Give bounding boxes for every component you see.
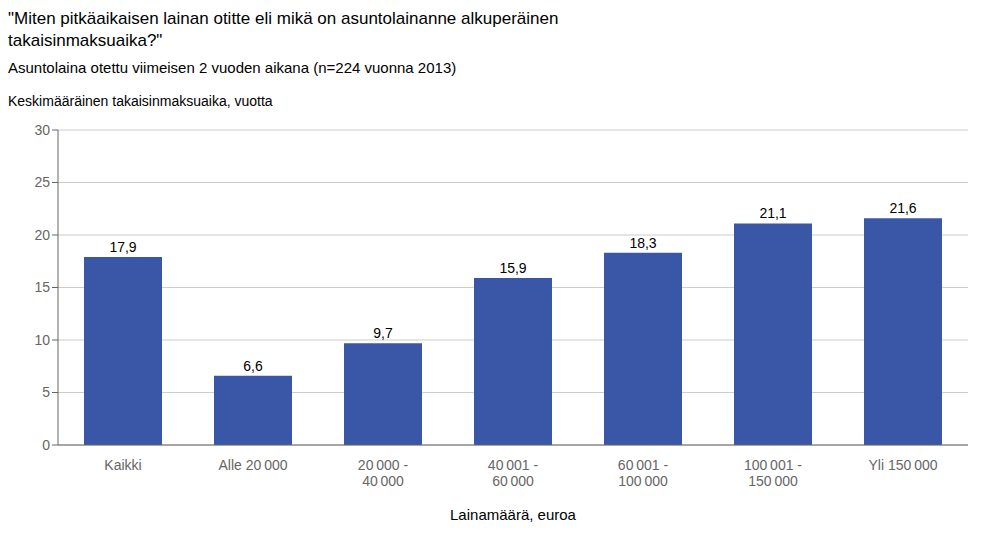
html-text:Keskimääräinen takaisinmaksuai: Keskimääräinen takaisinmaksuaika, vuotta [8, 93, 273, 109]
svg-text:20: 20 [34, 227, 50, 243]
svg-text:17,9: 17,9 [109, 239, 136, 255]
svg-text:6,6: 6,6 [243, 358, 263, 374]
svg-text:21,6: 21,6 [889, 200, 916, 216]
svg-text:10: 10 [34, 332, 50, 348]
svg-text:Kaikki: Kaikki [104, 457, 141, 473]
svg-text:20 000 -40 000: 20 000 -40 000 [358, 457, 409, 490]
svg-text:21,1: 21,1 [759, 205, 786, 221]
svg-text:25: 25 [34, 174, 50, 190]
html-text:Asuntolaina otettu viimeisen 2: Asuntolaina otettu viimeisen 2 vuoden ai… [8, 59, 457, 76]
svg-text:9,7: 9,7 [373, 325, 393, 341]
svg-text:30: 30 [34, 122, 50, 138]
svg-text:100 001 -150 000: 100 001 -150 000 [744, 457, 802, 490]
svg-text:18,3: 18,3 [629, 235, 656, 251]
html-text:takaisinmaksuaika?": takaisinmaksuaika?" [8, 31, 163, 50]
svg-text:5: 5 [42, 384, 50, 400]
svg-text:40 001 -60 000: 40 001 -60 000 [488, 457, 539, 490]
svg-text:60 001 -100 000: 60 001 -100 000 [618, 457, 669, 490]
svg-text:Alle 20 000: Alle 20 000 [219, 457, 288, 473]
svg-text:Lainamäärä, euroa: Lainamäärä, euroa [450, 506, 577, 523]
svg-text:15: 15 [34, 279, 50, 295]
svg-text:15,9: 15,9 [499, 260, 526, 276]
svg-text:Yli 150 000: Yli 150 000 [869, 457, 938, 473]
html-text:"Miten pitkäaikaisen lainan ot: "Miten pitkäaikaisen lainan otitte eli m… [8, 9, 559, 28]
svg-text:0: 0 [42, 437, 50, 453]
